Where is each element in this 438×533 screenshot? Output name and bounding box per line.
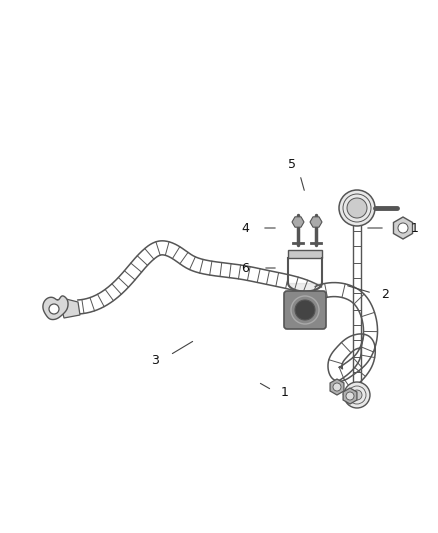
Text: 6: 6 (241, 262, 249, 274)
Polygon shape (62, 298, 80, 318)
Polygon shape (330, 379, 344, 395)
Text: 1: 1 (281, 386, 289, 400)
Text: 2: 2 (381, 288, 389, 302)
Text: 1: 1 (411, 222, 419, 235)
Circle shape (333, 383, 341, 391)
Circle shape (347, 198, 367, 218)
Polygon shape (43, 296, 68, 320)
Polygon shape (343, 388, 357, 404)
FancyBboxPatch shape (284, 291, 326, 329)
Circle shape (344, 382, 370, 408)
Text: 3: 3 (151, 353, 159, 367)
Circle shape (346, 392, 354, 400)
Circle shape (339, 190, 375, 226)
Circle shape (295, 300, 315, 320)
Circle shape (352, 390, 362, 400)
Text: 5: 5 (288, 158, 296, 172)
Circle shape (49, 304, 59, 314)
Polygon shape (310, 217, 322, 227)
Bar (288, 250, 322, 258)
Circle shape (398, 223, 408, 233)
Text: 4: 4 (241, 222, 249, 235)
Polygon shape (393, 217, 413, 239)
Polygon shape (292, 217, 304, 227)
